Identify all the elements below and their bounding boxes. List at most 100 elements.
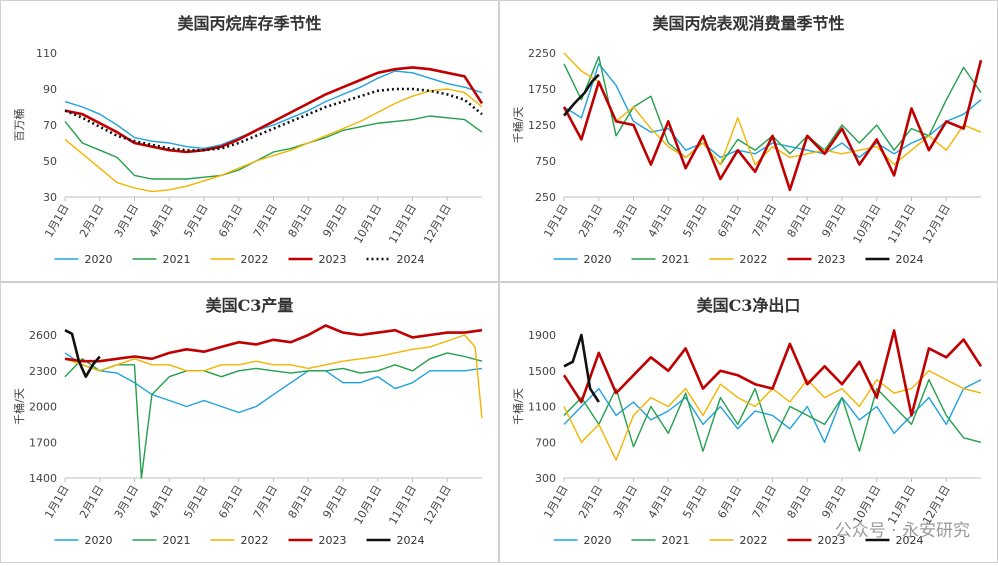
x-tick-label: 5月1日 xyxy=(181,202,210,240)
y-tick-label: 90 xyxy=(43,83,57,96)
x-tick-label: 3月1日 xyxy=(112,483,141,521)
x-tick-label: 11月1日 xyxy=(885,202,918,246)
legend-label-2024: 2024 xyxy=(397,253,425,266)
x-tick-label: 5月1日 xyxy=(680,483,709,521)
y-tick-label: 1100 xyxy=(528,401,556,414)
x-tick-label: 9月1日 xyxy=(819,202,848,240)
chart-title: 美国C3产量 xyxy=(206,296,294,315)
x-tick-label: 6月1日 xyxy=(715,483,744,521)
legend-label-2020: 2020 xyxy=(85,253,113,266)
y-tick-label: 1250 xyxy=(528,119,556,132)
x-tick-label: 2月1日 xyxy=(576,483,605,521)
series-line-2020 xyxy=(64,70,483,150)
chart-title: 美国丙烷库存季节性 xyxy=(177,14,321,33)
x-tick-label: 9月1日 xyxy=(320,202,349,240)
legend-label-2020: 2020 xyxy=(584,534,612,547)
y-tick-label: 1700 xyxy=(29,436,57,449)
legend-label-2024: 2024 xyxy=(896,253,924,266)
x-tick-label: 4月1日 xyxy=(147,483,176,521)
legend-label-2022: 2022 xyxy=(241,253,269,266)
series-line-2024 xyxy=(64,87,483,152)
x-tick-label: 2月1日 xyxy=(77,483,106,521)
x-tick-label: 1月1日 xyxy=(541,202,570,240)
x-tick-label: 10月1日 xyxy=(352,483,385,527)
series-line-2021 xyxy=(64,115,483,180)
y-tick-label: 2300 xyxy=(29,365,57,378)
y-axis-label: 百万桶 xyxy=(12,109,26,142)
y-axis-label: 千桶/天 xyxy=(511,388,525,425)
x-tick-label: 2月1日 xyxy=(77,202,106,240)
legend-label-2022: 2022 xyxy=(241,534,269,547)
legend-label-2023: 2023 xyxy=(319,253,347,266)
x-tick-label: 12月1日 xyxy=(421,483,454,527)
y-tick-label: 1750 xyxy=(528,83,556,96)
x-tick-label: 3月1日 xyxy=(611,483,640,521)
x-tick-label: 6月1日 xyxy=(216,202,245,240)
y-tick-label: 700 xyxy=(535,436,556,449)
legend-label-2021: 2021 xyxy=(163,534,191,547)
y-tick-label: 1500 xyxy=(528,365,556,378)
x-tick-label: 9月1日 xyxy=(320,483,349,521)
series-line-2024 xyxy=(64,329,101,378)
legend-label-2024: 2024 xyxy=(397,534,425,547)
legend-label-2021: 2021 xyxy=(163,253,191,266)
legend-label-2022: 2022 xyxy=(740,534,768,547)
x-tick-label: 4月1日 xyxy=(147,202,176,240)
y-tick-label: 50 xyxy=(43,155,57,168)
chart-panel-c3-net-export: 美国C3净出口 千桶/天 300 700 1100 1500 1900 1月1日 2月1日 3月1… xyxy=(499,282,998,563)
x-tick-label: 5月1日 xyxy=(181,483,210,521)
legend-label-2023: 2023 xyxy=(818,253,846,266)
y-tick-label: 1900 xyxy=(528,329,556,342)
x-tick-label: 7月1日 xyxy=(750,483,779,521)
y-tick-label: 2250 xyxy=(528,47,556,60)
x-tick-label: 8月1日 xyxy=(286,483,315,521)
x-tick-label: 3月1日 xyxy=(112,202,141,240)
y-tick-label: 300 xyxy=(535,472,556,485)
series-line-2022 xyxy=(563,52,982,166)
chart-panel-propane-inventory: 美国丙烷库存季节性 百万桶 30 50 70 90 110 1月1日 2月1日 3月1日 4月1日 5… xyxy=(0,0,499,282)
legend-label-2021: 2021 xyxy=(662,534,690,547)
x-tick-label: 10月1日 xyxy=(352,202,385,246)
x-tick-label: 1月1日 xyxy=(541,483,570,521)
legend-label-2021: 2021 xyxy=(662,253,690,266)
legend-label-2020: 2020 xyxy=(85,534,113,547)
series-line-2021 xyxy=(64,352,483,479)
series-line-2024 xyxy=(563,73,600,117)
x-tick-label: 5月1日 xyxy=(680,202,709,240)
legend-label-2023: 2023 xyxy=(319,534,347,547)
y-tick-label: 70 xyxy=(43,119,57,132)
x-tick-label: 6月1日 xyxy=(216,483,245,521)
y-tick-label: 2000 xyxy=(29,401,57,414)
chart-panel-c3-production: 美国C3产量 千桶/天 1400 1700 2000 2300 2600 1月1日 2月1日 3月… xyxy=(0,282,499,563)
legend-label-2022: 2022 xyxy=(740,253,768,266)
x-tick-label: 11月1日 xyxy=(386,483,419,527)
series-line-2020 xyxy=(64,352,483,414)
y-axis-label: 千桶/天 xyxy=(511,107,525,144)
x-tick-label: 8月1日 xyxy=(286,202,315,240)
legend-label-2024: 2024 xyxy=(896,534,924,547)
x-tick-label: 8月1日 xyxy=(785,202,814,240)
series-line-2023 xyxy=(64,66,484,154)
x-tick-label: 7月1日 xyxy=(251,483,280,521)
series-line-2023 xyxy=(562,59,983,192)
series-line-2023 xyxy=(64,324,483,363)
y-axis-label: 千桶/天 xyxy=(12,388,26,425)
series-line-2023 xyxy=(562,329,983,417)
x-tick-label: 12月1日 xyxy=(920,202,953,246)
series-line-2022 xyxy=(64,88,483,193)
x-tick-label: 6月1日 xyxy=(715,202,744,240)
x-tick-label: 7月1日 xyxy=(251,202,280,240)
y-tick-label: 110 xyxy=(36,47,57,60)
x-tick-label: 7月1日 xyxy=(750,202,779,240)
watermark: 公众号 · 永安研究 xyxy=(834,521,970,541)
chart-title: 美国丙烷表观消费量季节性 xyxy=(652,14,844,33)
y-tick-label: 1400 xyxy=(29,472,57,485)
x-tick-label: 4月1日 xyxy=(646,202,675,240)
x-tick-label: 4月1日 xyxy=(646,483,675,521)
x-tick-label: 12月1日 xyxy=(421,202,454,246)
x-tick-label: 10月1日 xyxy=(851,202,884,246)
